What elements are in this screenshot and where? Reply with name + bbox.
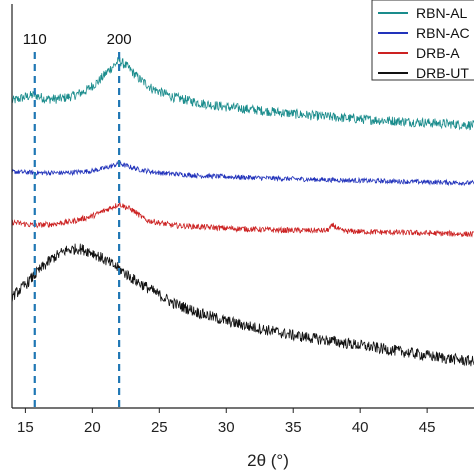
legend-label-drb-a: DRB-A xyxy=(416,45,460,61)
x-tick-label: 35 xyxy=(285,419,302,436)
x-tick-label: 20 xyxy=(84,419,101,436)
x-axis-label: 2θ (°) xyxy=(247,451,289,470)
series-line-drb-a xyxy=(11,200,474,238)
legend-label-drb-ut: DRB-UT xyxy=(416,65,469,81)
reference-label-200: 200 xyxy=(107,31,132,48)
reference-lines: 110 200 xyxy=(23,31,132,408)
series-line-drb-ut xyxy=(11,243,474,367)
legend: RBN-AL RBN-AC DRB-A DRB-UT xyxy=(371,0,474,81)
series-line-rbn-al xyxy=(11,56,474,131)
reference-label-110: 110 xyxy=(23,31,47,48)
x-tick-label: 15 xyxy=(17,419,34,436)
x-tick-label: 40 xyxy=(352,419,369,436)
x-tick-label: 25 xyxy=(151,419,168,436)
series-line-rbn-ac xyxy=(11,160,474,187)
x-tick-label: 45 xyxy=(419,419,436,436)
x-tick-label: 30 xyxy=(218,419,235,436)
legend-label-rbn-ac: RBN-AC xyxy=(416,25,470,41)
legend-label-rbn-al: RBN-AL xyxy=(416,5,468,21)
axes: 15 20 25 30 35 40 45 xyxy=(11,4,474,436)
plot-lines xyxy=(11,56,474,367)
